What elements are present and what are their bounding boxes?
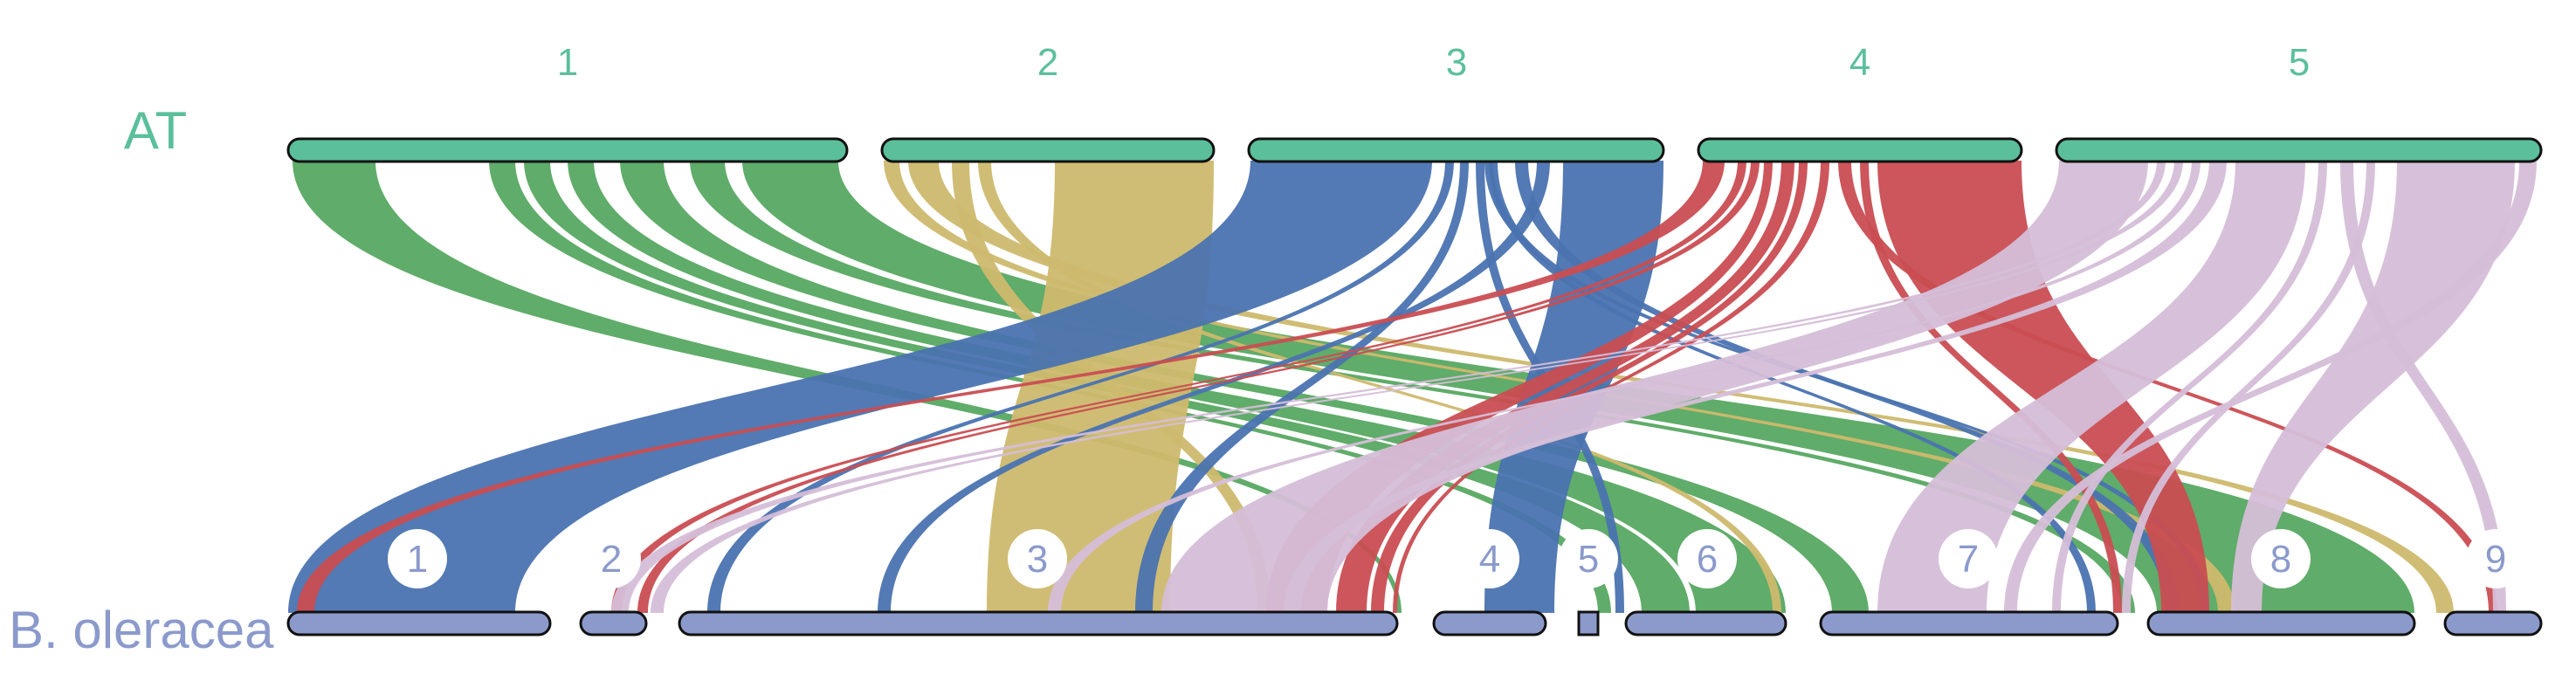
top-chromosome-bar bbox=[2055, 137, 2543, 163]
synteny-ribbon bbox=[2122, 161, 2375, 613]
synteny-ribbon bbox=[1484, 161, 2209, 613]
bottom-chromosome-bar bbox=[286, 610, 552, 636]
bottom-chromosome-bars bbox=[286, 610, 2543, 636]
top-chromosome-bar bbox=[1697, 137, 2023, 163]
synteny-ribbon bbox=[1860, 161, 2122, 613]
synteny-ribbon bbox=[637, 161, 1760, 613]
synteny-ribbon bbox=[1877, 161, 2305, 613]
synteny-ribbon bbox=[1371, 161, 1808, 613]
top-chromosome-label: 4 bbox=[1849, 41, 1870, 84]
bottom-chromosome-label: 1 bbox=[407, 538, 428, 581]
bottom-chromosome-label: 9 bbox=[2485, 538, 2506, 581]
synteny-ribbon bbox=[2231, 161, 2515, 613]
bottom-chromosome-bubble bbox=[1460, 529, 1519, 588]
top-chromosome-labels: 1 2 3 4 5 bbox=[557, 41, 2310, 84]
synteny-ribbon bbox=[978, 161, 1781, 613]
synteny-ribbon bbox=[1336, 161, 1794, 613]
bottom-chromosome-bubble bbox=[1939, 529, 1998, 588]
synteny-ribbon bbox=[611, 161, 1746, 613]
bottom-chromosome-bar bbox=[579, 610, 648, 636]
bottom-chromosome-bubble bbox=[582, 529, 641, 588]
synteny-ribbon bbox=[1161, 161, 2148, 613]
top-chromosome-label: 2 bbox=[1037, 41, 1058, 84]
bottom-chromosome-bar bbox=[1432, 610, 1547, 636]
bottom-chromosome-bubble bbox=[1677, 529, 1737, 588]
synteny-ribbon bbox=[297, 161, 1725, 613]
bottom-chromosome-label: 6 bbox=[1697, 538, 1718, 581]
synteny-ribbon bbox=[878, 161, 1550, 613]
synteny-ribbon bbox=[707, 161, 1454, 613]
bottom-chromosome-bubble bbox=[2466, 529, 2525, 588]
bottom-chromosome-label: 2 bbox=[601, 538, 622, 581]
bottom-chromosome-bar bbox=[1624, 610, 1787, 636]
bottom-chromosome-bar bbox=[2443, 610, 2543, 636]
bottom-chromosome-bar bbox=[2146, 610, 2416, 636]
top-genome-label: AT bbox=[124, 101, 187, 160]
top-chromosome-label: 1 bbox=[557, 41, 578, 84]
synteny-ribbon bbox=[1284, 161, 2227, 613]
bottom-chromosome-bubble bbox=[1008, 529, 1067, 588]
synteny-ribbon bbox=[1048, 161, 2201, 613]
bottom-genome-label: B. oleracea bbox=[9, 601, 274, 659]
synteny-ribbon bbox=[2052, 161, 2327, 613]
top-chromosome-bars bbox=[286, 137, 2543, 163]
synteny-ribbon bbox=[1838, 161, 2497, 613]
top-chromosome-label: 5 bbox=[2289, 41, 2310, 84]
synteny-ribbon bbox=[1135, 161, 1469, 613]
synteny-ribbon bbox=[2004, 161, 2537, 613]
top-chromosome-bar bbox=[880, 137, 1216, 163]
synteny-ribbon bbox=[1877, 161, 2209, 613]
synteny-ribbon bbox=[288, 161, 1432, 613]
bottom-chromosome-bar bbox=[1819, 610, 2119, 636]
top-chromosome-bar bbox=[1247, 137, 1665, 163]
synteny-ribbons bbox=[288, 161, 2537, 613]
bottom-chromosome-bubble bbox=[2251, 529, 2311, 588]
bottom-chromosome-label: 4 bbox=[1479, 538, 1500, 581]
bottom-chromosome-label: 7 bbox=[1958, 538, 1979, 581]
bottom-chromosome-label: 8 bbox=[2270, 538, 2291, 581]
bottom-chromosome-label: 5 bbox=[1578, 538, 1599, 581]
synteny-ribbon bbox=[1266, 161, 1773, 613]
synteny-ribbon bbox=[651, 161, 2183, 613]
synteny-ribbon bbox=[2340, 161, 2506, 613]
bottom-chromosome-bubble bbox=[1559, 529, 1618, 588]
bottom-chromosome-bubble bbox=[388, 529, 447, 588]
top-chromosome-bar bbox=[286, 137, 849, 163]
synteny-ribbon bbox=[611, 161, 2166, 613]
bottom-chromosome-labels: 1 2 3 4 5 6 7 8 9 bbox=[388, 529, 2525, 588]
synteny-ribbon bbox=[620, 161, 1869, 613]
bottom-chromosome-bar bbox=[678, 610, 1399, 636]
synteny-ribbon bbox=[1489, 161, 2096, 613]
bottom-chromosome-bar bbox=[1577, 610, 1600, 636]
top-chromosome-label: 3 bbox=[1446, 41, 1467, 84]
bottom-chromosome-label: 3 bbox=[1027, 538, 1048, 581]
